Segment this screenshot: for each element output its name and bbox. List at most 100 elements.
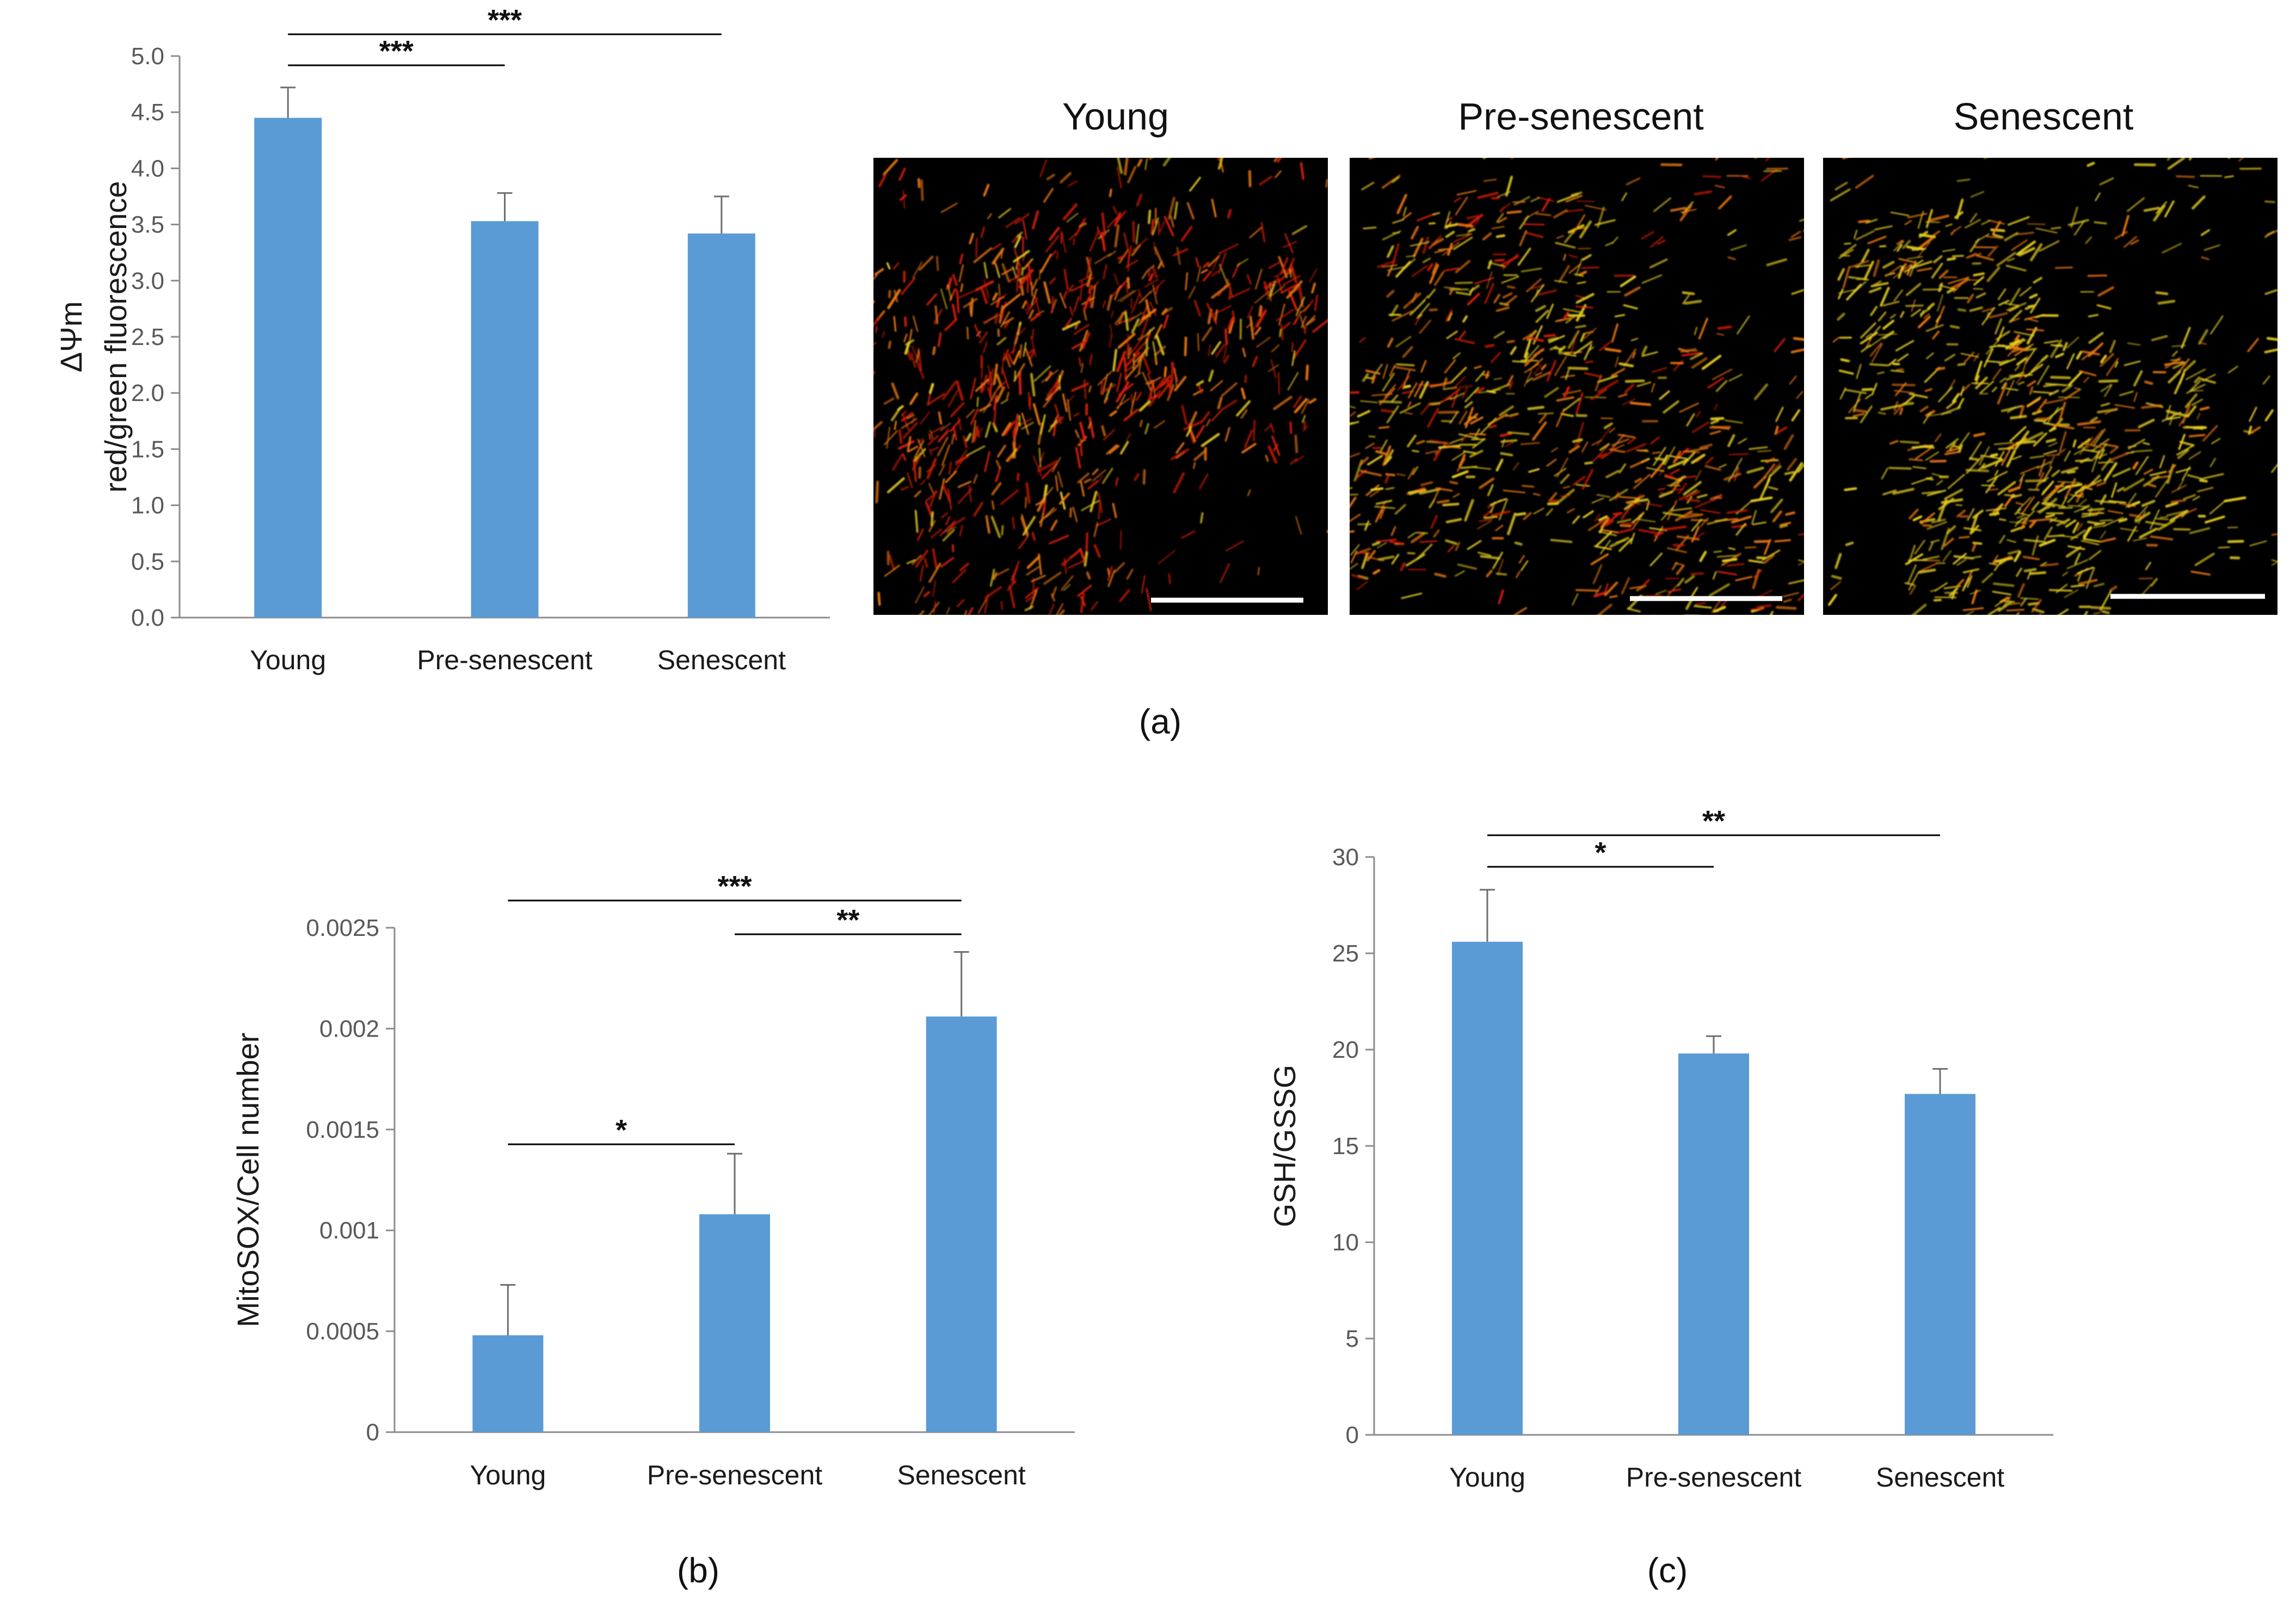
mitochondrion [1073, 412, 1080, 417]
mitochondrion [2029, 386, 2034, 395]
mitochondrion [1458, 330, 1467, 340]
mitochondrion [1593, 445, 1609, 462]
mitochondrion [1855, 230, 1875, 241]
y-axis-label: red/green fluorescence [99, 181, 133, 493]
mitochondrion [1054, 378, 1060, 387]
mitochondrion [1149, 301, 1156, 316]
mitochondrion [2066, 470, 2076, 474]
mitochondrion [1831, 575, 1842, 580]
mitochondrion [1350, 487, 1353, 490]
mitochondrion [903, 334, 908, 343]
mitochondrion [1858, 219, 1870, 224]
category-label: Young [250, 645, 326, 675]
mitochondrion [1690, 352, 1703, 360]
mitochondrion [2036, 365, 2049, 385]
mitochondrion [2027, 396, 2042, 407]
mitochondrion [1632, 352, 1636, 359]
mitochondrion [1498, 217, 1507, 224]
mitochondrion [2202, 425, 2218, 442]
mitochondrion [1937, 294, 1943, 312]
mitochondrion [2027, 571, 2032, 580]
mitochondrion [1568, 263, 1581, 274]
mitochondrion [1300, 304, 1310, 314]
mitochondrion [1609, 427, 1616, 433]
mitochondrion [894, 420, 897, 430]
mitochondrion [1981, 307, 1995, 312]
mitochondrion [932, 579, 937, 597]
mitochondrion [1395, 336, 1412, 348]
mitochondrion [2016, 240, 2036, 256]
mitochondrion [1271, 344, 1280, 353]
mitochondrion [2189, 380, 2201, 392]
mitochondrion [2001, 449, 2011, 466]
mitochondrion [938, 464, 945, 476]
mitochondrion [1211, 341, 1221, 355]
mitochondrion [1450, 366, 1467, 383]
mitochondrion [1477, 520, 1492, 529]
mitochondrion [1045, 235, 1060, 252]
mitochondrion [1302, 425, 1308, 432]
mitochondrion [1621, 577, 1630, 595]
mitochondrion [1037, 460, 1058, 473]
mitochondrion [2041, 354, 2048, 362]
mitochondrion [1881, 467, 1888, 479]
mitochondrion [1451, 390, 1459, 408]
mitochondrion [2119, 503, 2136, 507]
mitochondrion [1382, 445, 1392, 466]
mitochondrion [1001, 525, 1004, 536]
mitochondrion [1001, 422, 1012, 436]
mitochondrion [2061, 384, 2073, 393]
mitochondrion [2059, 535, 2079, 539]
mitochondrion [929, 429, 934, 439]
mitochondrion [1056, 251, 1058, 260]
mitochondrion [2194, 377, 2201, 384]
mitochondrion [1264, 425, 1271, 431]
mitochondrion [2109, 585, 2118, 591]
mitochondrion [1553, 347, 1563, 350]
mitochondrion [1210, 380, 1223, 392]
mitochondrion [1478, 519, 1493, 522]
mitochondrion [2120, 528, 2139, 532]
mitochondrion [1221, 382, 1238, 397]
mitochondrion [1532, 325, 1543, 345]
mitochondrion [1458, 410, 1468, 425]
mitochondrion [1023, 342, 1027, 357]
mitochondrion [1981, 572, 1993, 583]
mitochondrion [1513, 196, 1530, 206]
y-axis-label: GSH/GSSG [1267, 1065, 1302, 1228]
mitochondrion [1173, 248, 1189, 257]
mitochondrion [1543, 334, 1556, 338]
mitochondrion [1907, 564, 1917, 584]
mitochondrion [1860, 332, 1878, 344]
mitochondrion [1026, 349, 1034, 356]
mitochondrion [1201, 269, 1208, 274]
mitochondrion [2057, 448, 2066, 455]
mitochondrion [1930, 624, 1944, 628]
mitochondrion [1292, 339, 1307, 360]
mitochondrion [1910, 309, 1922, 317]
mitochondrion [1207, 255, 1220, 268]
mitochondrion [996, 373, 1003, 388]
mitochondrion [2188, 451, 2201, 460]
mitochondrion [1987, 219, 2005, 225]
mitochondrion [1131, 292, 1141, 313]
mitochondrion [1016, 325, 1020, 334]
mitochondrion [1983, 348, 1994, 368]
mitochondrion [1532, 421, 1547, 441]
mitochondrion [2209, 500, 2226, 515]
mitochondrion [1241, 387, 1246, 400]
mitochondrion [850, 287, 858, 294]
mitochondrion [1417, 488, 1426, 492]
mitochondrion [2092, 428, 2106, 447]
mitochondrion [1173, 201, 1178, 220]
mitochondrion [913, 316, 919, 332]
mitochondrion [1999, 357, 2016, 366]
mitochondrion [1518, 554, 1525, 564]
mitochondrion [2188, 158, 2193, 161]
mitochondrion [1382, 372, 1395, 392]
y-axis-label: ΔΨm [54, 301, 88, 373]
mitochondrion [1402, 212, 1412, 220]
mitochondrion [1152, 284, 1158, 305]
mitochondrion [873, 427, 876, 438]
mitochondrion [1137, 332, 1151, 341]
